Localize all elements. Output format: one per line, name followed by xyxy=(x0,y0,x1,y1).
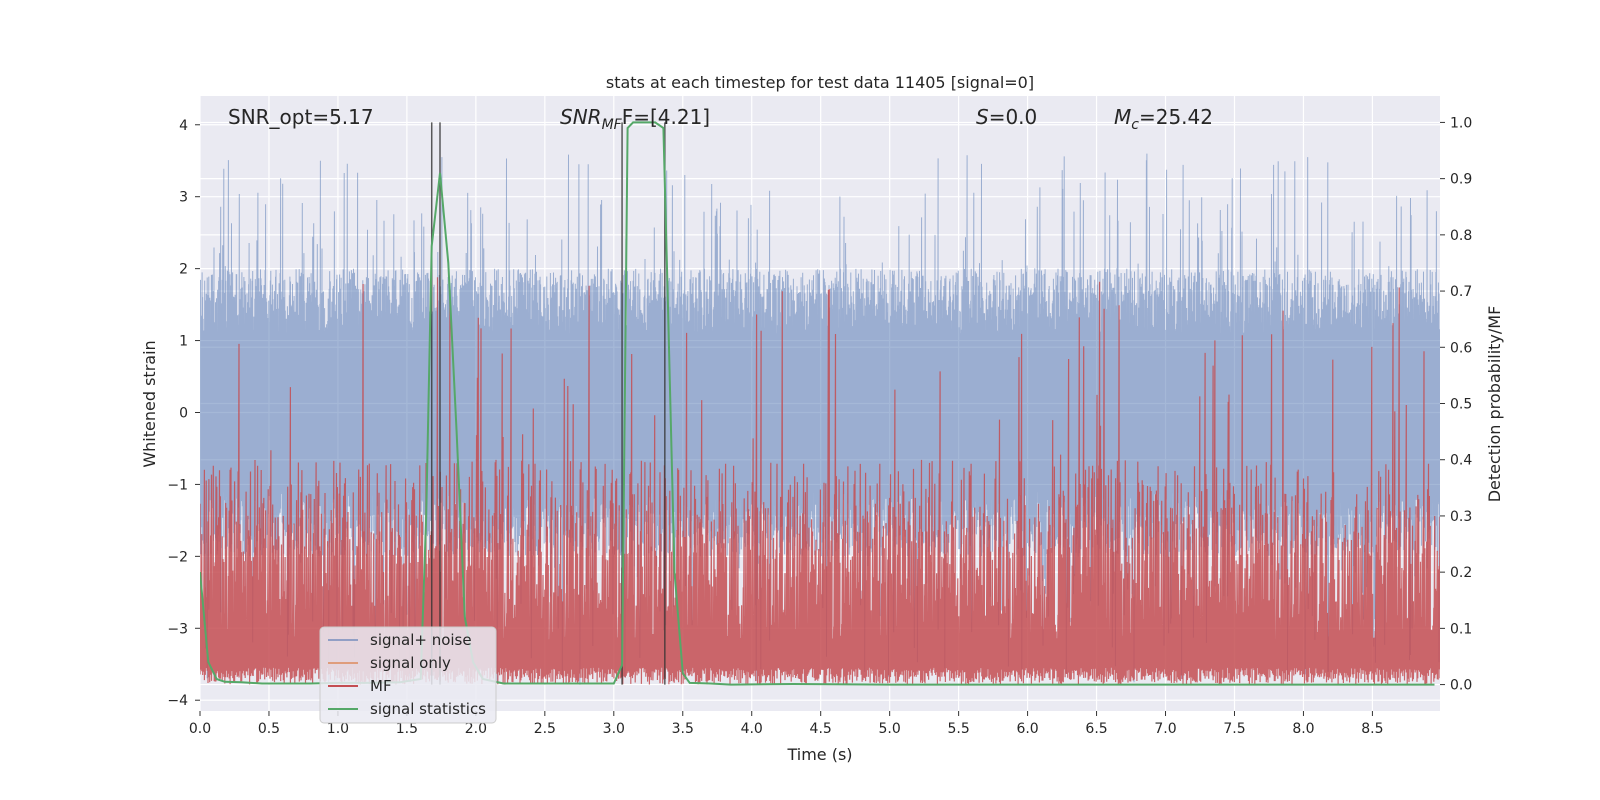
x-tick-label: 7.0 xyxy=(1154,721,1176,737)
legend-entry-statistics: signal statistics xyxy=(370,700,486,718)
snr-mf-sub: MF xyxy=(602,117,623,133)
legend-entry-noise: signal+ noise xyxy=(370,631,472,649)
mf-series xyxy=(200,277,1440,685)
s-italic: S xyxy=(976,105,989,129)
mc-sub: c xyxy=(1131,117,1139,133)
legend: signal+ noise signal only MF signal stat… xyxy=(319,626,497,724)
x-tick-label: 0.5 xyxy=(258,721,280,737)
y-right-tick-label: 0.4 xyxy=(1450,453,1472,469)
y-left-tick-label: 1 xyxy=(179,334,188,350)
snr-mf-annotation: SNRMFF=[4.21] xyxy=(560,105,710,133)
x-tick-label: 8.0 xyxy=(1292,721,1314,737)
x-tick-label: 3.0 xyxy=(603,721,625,737)
x-axis-label: Time (s) xyxy=(786,745,852,764)
signal-statistics-line xyxy=(200,121,1435,686)
y-right-tick-label: 0.9 xyxy=(1450,172,1472,188)
y-right-tick-label: 0.6 xyxy=(1450,340,1472,356)
x-tick-label: 4.0 xyxy=(741,721,763,737)
mc-annotation: Mc=25.42 xyxy=(1114,105,1213,133)
legend-box xyxy=(319,626,497,724)
x-tick-label: 1.5 xyxy=(396,721,418,737)
legend-entry-mf: MF xyxy=(370,677,392,695)
snr-opt-annotation: SNR_opt=5.17 xyxy=(228,105,374,129)
snr-mf-main: SNR xyxy=(560,105,602,129)
x-tick-label: 2.0 xyxy=(465,721,487,737)
y-right-tick-label: 0.7 xyxy=(1450,284,1472,300)
legend-entry-signal-only: signal only xyxy=(370,654,451,672)
y-left-tick-label: −3 xyxy=(167,621,188,637)
x-tick-label: 6.0 xyxy=(1016,721,1038,737)
y-axis-left: 4 3 2 1 0 −1 −2 −3 −4 xyxy=(167,118,200,709)
y-left-tick-label: 4 xyxy=(179,118,188,134)
x-tick-label: 0.0 xyxy=(189,721,211,737)
chart-title: stats at each timestep for test data 114… xyxy=(606,73,1034,92)
y-axis-right: 1.0 0.9 0.8 0.7 0.6 0.5 0.4 0.3 0.2 0.1 0.0 xyxy=(1440,115,1472,694)
x-tick-label: 1.0 xyxy=(327,721,349,737)
x-tick-label: 4.5 xyxy=(810,721,832,737)
signal-statistics-series xyxy=(200,121,1435,686)
y-axis-left-label: Whitened strain xyxy=(140,340,159,467)
y-left-tick-label: 0 xyxy=(179,405,188,421)
x-tick-label: 3.5 xyxy=(672,721,694,737)
y-left-tick-label: 3 xyxy=(179,190,188,206)
y-left-tick-label: −1 xyxy=(167,477,188,493)
x-tick-label: 2.5 xyxy=(534,721,556,737)
mc-main: M xyxy=(1114,105,1131,129)
x-tick-label: 5.0 xyxy=(879,721,901,737)
y-right-tick-label: 1.0 xyxy=(1450,115,1472,131)
snr-mf-rest: F=[4.21] xyxy=(622,105,710,129)
mf-line xyxy=(200,277,1440,685)
y-right-tick-label: 0.0 xyxy=(1450,678,1472,694)
y-left-tick-label: −4 xyxy=(167,693,188,709)
x-tick-label: 5.5 xyxy=(947,721,969,737)
x-tick-label: 7.5 xyxy=(1223,721,1245,737)
y-right-tick-label: 0.2 xyxy=(1450,565,1472,581)
s-rest: =0.0 xyxy=(989,105,1038,129)
y-right-tick-label: 0.5 xyxy=(1450,397,1472,413)
y-axis-right-label: Detection probability/MF xyxy=(1485,306,1504,503)
y-right-tick-label: 0.1 xyxy=(1450,621,1472,637)
y-left-tick-label: −2 xyxy=(167,549,188,565)
x-tick-label: 8.5 xyxy=(1361,721,1383,737)
mc-rest: =25.42 xyxy=(1139,105,1213,129)
y-left-tick-label: 2 xyxy=(179,262,188,278)
x-axis: 0.0 0.5 1.0 1.5 2.0 2.5 3.0 3.5 4.0 4.5 5.0 5.5 6.0 6… xyxy=(189,711,1384,737)
noise-series xyxy=(200,153,1440,685)
x-tick-label: 6.5 xyxy=(1085,721,1107,737)
s-annotation: S=0.0 xyxy=(976,105,1037,129)
y-right-tick-label: 0.8 xyxy=(1450,228,1472,244)
y-right-tick-label: 0.3 xyxy=(1450,509,1472,525)
signal-plus-noise-line xyxy=(200,153,1440,685)
